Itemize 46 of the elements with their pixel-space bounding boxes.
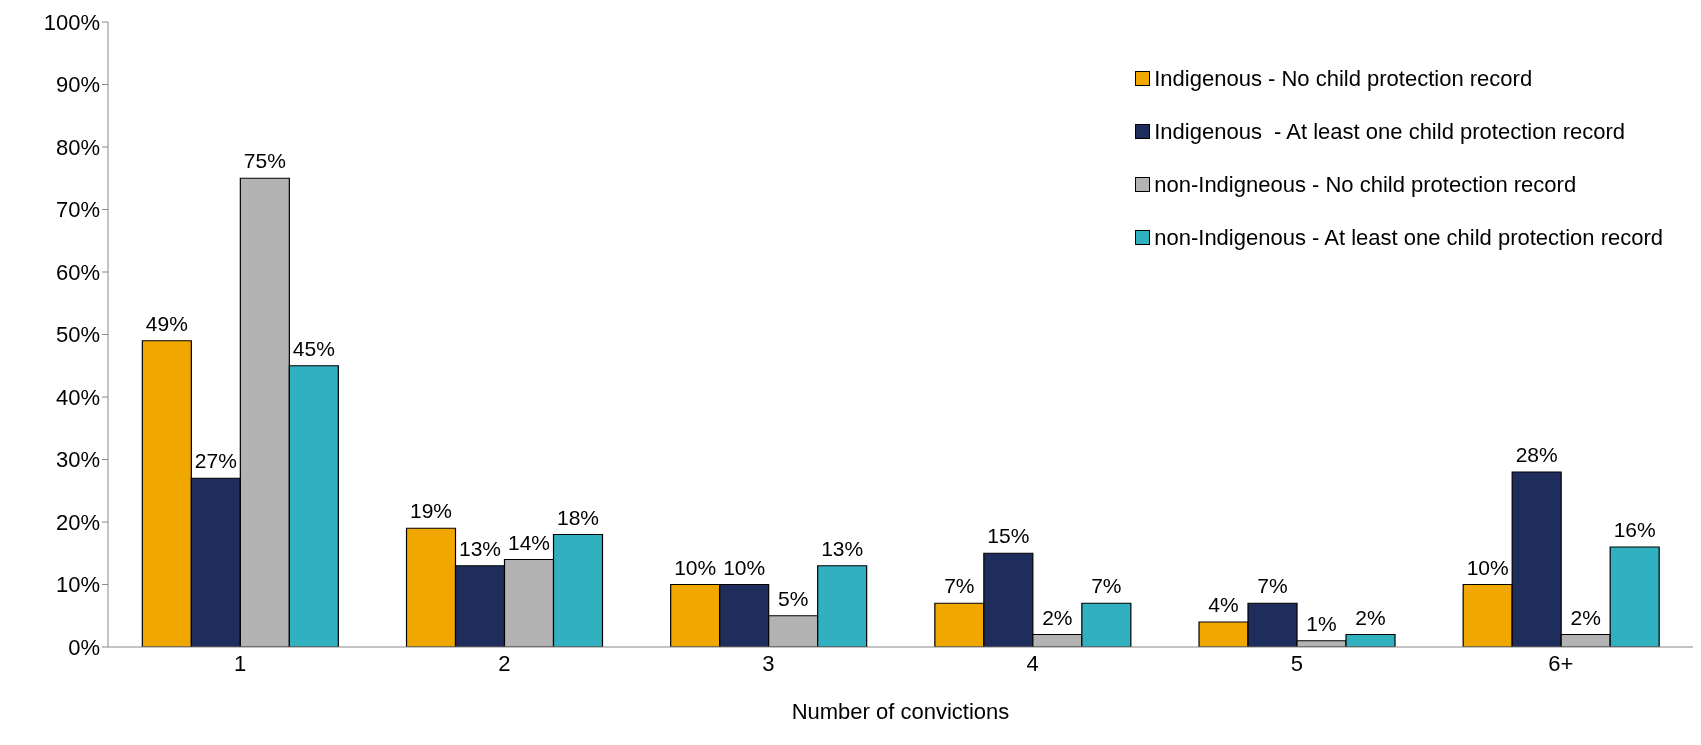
y-tick-label: 90% <box>55 72 100 98</box>
x-tick-label: 4 <box>1026 650 1039 676</box>
y-tick-label: 70% <box>55 197 100 223</box>
data-label: 5% <box>778 586 809 610</box>
data-label: 7% <box>944 574 975 598</box>
data-label: 18% <box>556 505 600 529</box>
y-tick-label: 10% <box>55 572 100 598</box>
data-label: 2% <box>1042 605 1073 629</box>
x-tick-label: 2 <box>498 650 511 676</box>
data-label: 13% <box>821 536 864 560</box>
x-tick-label: 6+ <box>1548 650 1574 676</box>
data-label: 7% <box>1091 574 1122 598</box>
data-label: 45% <box>292 336 335 360</box>
data-label: 13% <box>458 536 502 560</box>
data-label: 4% <box>1208 593 1239 616</box>
data-label: 49% <box>145 311 188 335</box>
data-label: 16% <box>1613 518 1656 541</box>
x-axis-title: Number of convictions <box>791 699 1010 724</box>
data-label: 1% <box>1306 611 1337 635</box>
data-label: 14% <box>507 530 551 554</box>
x-tick-label: 3 <box>762 650 775 676</box>
legend-label: non-Indigenous - At least one child protection record <box>1154 224 1663 252</box>
data-label: 2% <box>1570 605 1601 629</box>
x-tick-label: 5 <box>1290 650 1303 676</box>
y-tick-label: 20% <box>55 509 100 535</box>
y-tick-label: 60% <box>55 259 100 285</box>
data-label: 15% <box>987 524 1030 548</box>
data-label: 7% <box>1257 574 1288 598</box>
data-label: 28% <box>1515 443 1558 466</box>
data-label: 10% <box>674 555 717 579</box>
x-tick-label: 1 <box>233 650 247 676</box>
y-tick-label: 40% <box>55 384 100 410</box>
data-label: 27% <box>194 449 237 473</box>
data-label: 75% <box>243 149 286 173</box>
data-label: 10% <box>1466 555 1509 579</box>
data-label: 10% <box>723 555 766 579</box>
y-tick-label: 0% <box>68 634 100 660</box>
legend-label: non-Indigneous - No child protection record <box>1154 171 1577 199</box>
legend-label: Indigenous - No child protection record <box>1154 65 1533 93</box>
data-label: 19% <box>409 499 453 523</box>
y-tick-label: 80% <box>55 134 100 160</box>
data-label: 2% <box>1355 605 1386 629</box>
y-tick-label: 30% <box>55 447 100 473</box>
y-tick-label: 100% <box>43 9 100 35</box>
legend-label: Indigenous - At least one child protection record <box>1154 118 1626 146</box>
y-tick-label: 50% <box>55 322 100 348</box>
